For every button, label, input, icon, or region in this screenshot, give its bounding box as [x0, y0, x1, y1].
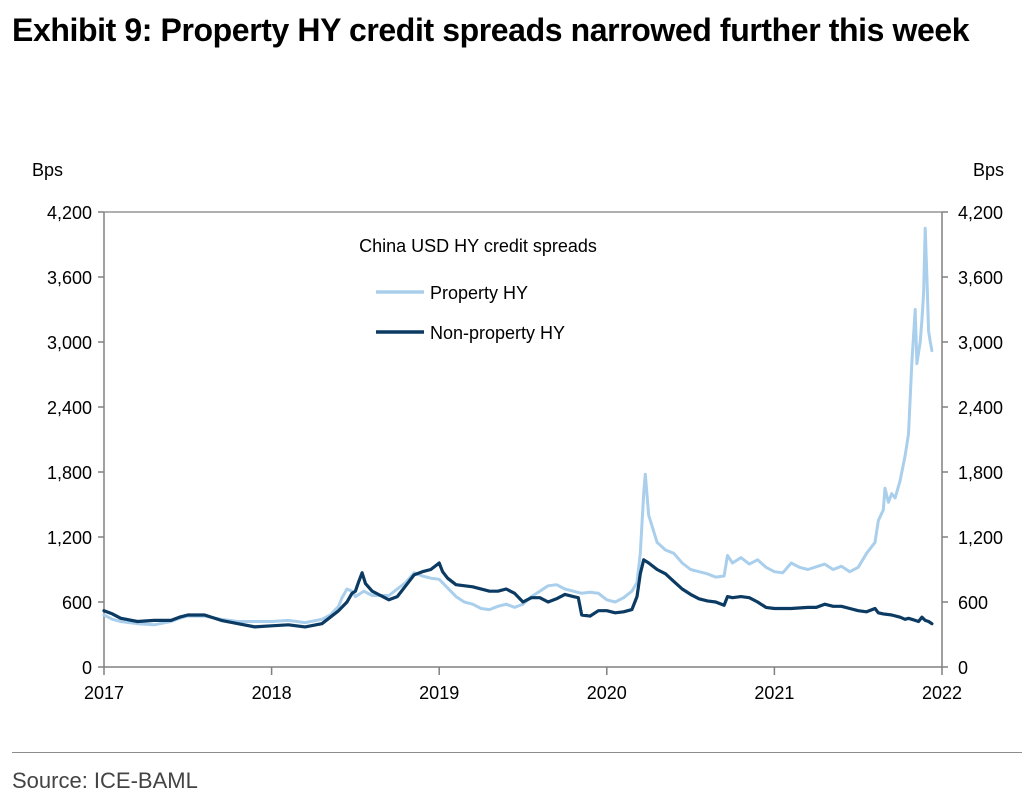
source-note: Source: ICE-BAML	[12, 768, 198, 793]
y-tick-label-left: 1,800	[47, 463, 92, 483]
y-tick-label-right: 3,000	[958, 333, 1003, 353]
y-axis-label-left: Bps	[32, 160, 63, 180]
y-axis-label-right: Bps	[973, 160, 1004, 180]
y-tick-label-right: 4,200	[958, 203, 1003, 223]
legend-title: China USD HY credit spreads	[359, 236, 597, 256]
x-tick-label: 2018	[252, 683, 292, 703]
y-tick-label-left: 3,600	[47, 268, 92, 288]
y-tick-label-left: 600	[62, 593, 92, 613]
y-tick-label-left: 0	[82, 658, 92, 678]
y-tick-label-right: 3,600	[958, 268, 1003, 288]
y-tick-label-left: 1,200	[47, 528, 92, 548]
x-tick-label: 2022	[922, 683, 962, 703]
exhibit-title: Exhibit 9: Property HY credit spreads na…	[12, 12, 970, 48]
y-tick-label-left: 4,200	[47, 203, 92, 223]
y-tick-label-left: 3,000	[47, 333, 92, 353]
x-tick-label: 2021	[754, 683, 794, 703]
spreads-chart: Bps Bps 0 0 600 600 1,200 1,200 1,800 1,800 2,40…	[32, 160, 1004, 703]
y-tick-label-right: 2,400	[958, 398, 1003, 418]
footer-divider	[12, 752, 1022, 753]
non-property-hy-line	[102, 558, 934, 629]
y-tick-label-right: 0	[958, 658, 968, 678]
y-tick-label-right: 1,200	[958, 528, 1003, 548]
property-hy-line	[102, 226, 934, 627]
legend-label-nonproperty: Non-property HY	[430, 323, 565, 343]
x-tick-label: 2017	[84, 683, 124, 703]
y-tick-label-right: 600	[958, 593, 988, 613]
legend-label-property: Property HY	[430, 283, 528, 303]
x-tick-label: 2019	[419, 683, 459, 703]
x-tick-label: 2020	[587, 683, 627, 703]
y-tick-label-right: 1,800	[958, 463, 1003, 483]
y-tick-label-left: 2,400	[47, 398, 92, 418]
